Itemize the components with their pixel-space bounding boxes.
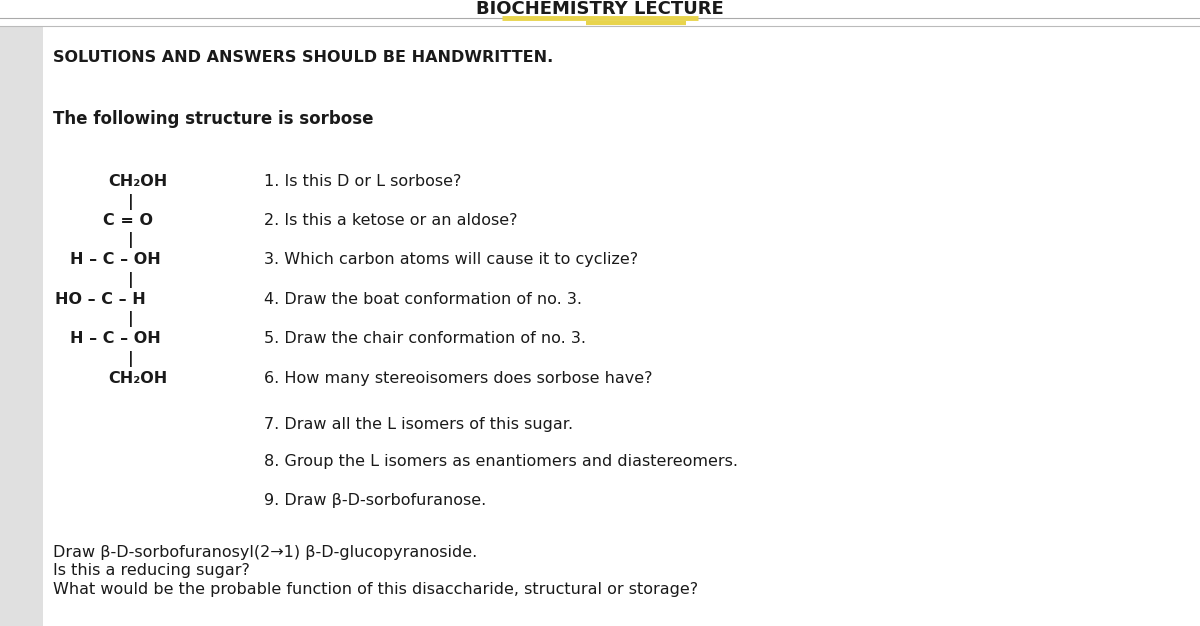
Text: |: | (128, 272, 134, 288)
Text: CH₂OH: CH₂OH (108, 174, 167, 189)
Text: 7. Draw all the L isomers of this sugar.: 7. Draw all the L isomers of this sugar. (264, 417, 574, 432)
Text: |: | (128, 232, 134, 249)
Text: 1. Is this D or L sorbose?: 1. Is this D or L sorbose? (264, 174, 461, 189)
Text: Draw β-D-sorbofuranosyl(2→1) β-D-glucopyranoside.: Draw β-D-sorbofuranosyl(2→1) β-D-glucopy… (53, 545, 478, 560)
Text: 3. Which carbon atoms will cause it to cyclize?: 3. Which carbon atoms will cause it to c… (264, 252, 638, 267)
Text: SOLUTIONS AND ANSWERS SHOULD BE HANDWRITTEN.: SOLUTIONS AND ANSWERS SHOULD BE HANDWRIT… (53, 50, 553, 65)
Text: 9. Draw β-D-sorbofuranose.: 9. Draw β-D-sorbofuranose. (264, 493, 486, 508)
Text: |: | (128, 351, 134, 367)
Text: |: | (128, 311, 134, 327)
Text: The following structure is sorbose: The following structure is sorbose (53, 110, 373, 128)
FancyBboxPatch shape (0, 26, 43, 626)
Text: Is this a reducing sugar?: Is this a reducing sugar? (53, 563, 250, 578)
Text: 2. Is this a ketose or an aldose?: 2. Is this a ketose or an aldose? (264, 213, 517, 228)
Text: CH₂OH: CH₂OH (108, 371, 167, 386)
Text: C = O: C = O (103, 213, 154, 228)
Text: BIOCHEMISTRY LECTURE: BIOCHEMISTRY LECTURE (476, 0, 724, 18)
Text: H – C – OH: H – C – OH (70, 252, 161, 267)
Text: 8. Group the L isomers as enantiomers and diastereomers.: 8. Group the L isomers as enantiomers an… (264, 454, 738, 470)
Text: H – C – OH: H – C – OH (70, 331, 161, 346)
Text: What would be the probable function of this disaccharide, structural or storage?: What would be the probable function of t… (53, 582, 698, 597)
Text: |: | (128, 193, 134, 210)
Text: 5. Draw the chair conformation of no. 3.: 5. Draw the chair conformation of no. 3. (264, 331, 586, 346)
Text: HO – C – H: HO – C – H (55, 292, 146, 307)
Text: 4. Draw the boat conformation of no. 3.: 4. Draw the boat conformation of no. 3. (264, 292, 582, 307)
Text: 6. How many stereoisomers does sorbose have?: 6. How many stereoisomers does sorbose h… (264, 371, 653, 386)
